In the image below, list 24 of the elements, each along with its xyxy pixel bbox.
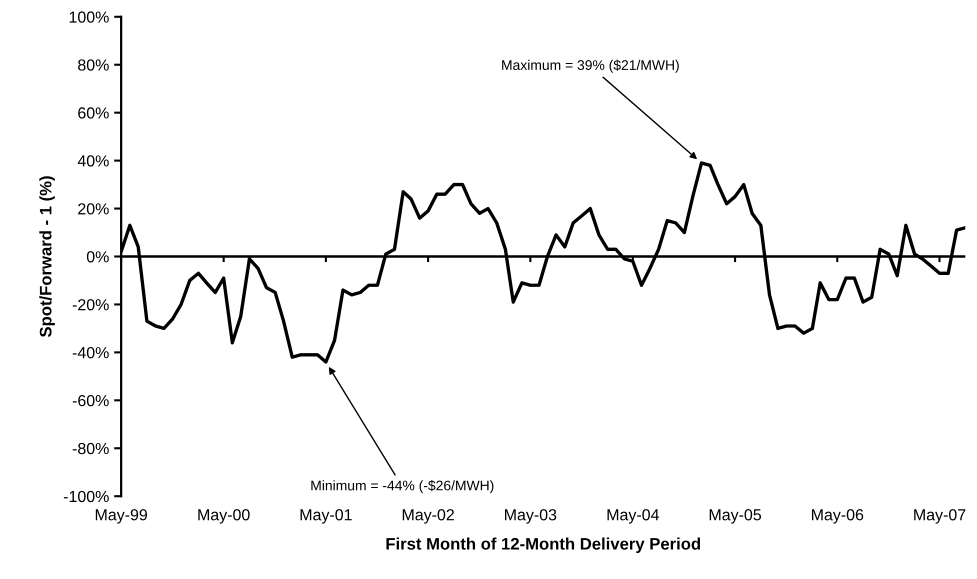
x-tick-label: May-01 [300, 509, 352, 524]
x-tick-label: May-06 [812, 509, 864, 524]
annotation: Maximum = 39% ($21/MWH) [502, 60, 679, 73]
annotation: Minimum = -44% (-$26/MWH) [311, 480, 494, 494]
x-tick-label: May-05 [710, 509, 762, 524]
x-tick-label: May-04 [608, 509, 659, 524]
x-axis-title: First Month of 12-Month Delivery Period [386, 537, 700, 554]
x-tick-label: May-02 [402, 509, 454, 524]
y-axis-title: Spot/Forward - 1 (%) [39, 176, 55, 338]
y-tick-label: -60% [72, 394, 109, 406]
x-tick-label: May-07 [914, 509, 966, 524]
y-tick-label: -100% [64, 490, 109, 502]
y-tick-label: -20% [72, 299, 109, 310]
y-tick-label: 80% [78, 59, 109, 71]
y-tick-label: 40% [78, 155, 109, 167]
x-tick-label: May-03 [505, 509, 556, 524]
y-tick-label: 20% [78, 203, 109, 214]
y-tick-label: -80% [72, 442, 109, 454]
x-tick-label: May-00 [198, 509, 250, 524]
x-tick-label: May-99 [96, 509, 148, 524]
y-tick-label: 0% [86, 251, 109, 262]
y-tick-label: 60% [78, 107, 109, 119]
y-tick-label: -40% [72, 347, 109, 358]
y-tick-label: 100% [70, 11, 109, 23]
